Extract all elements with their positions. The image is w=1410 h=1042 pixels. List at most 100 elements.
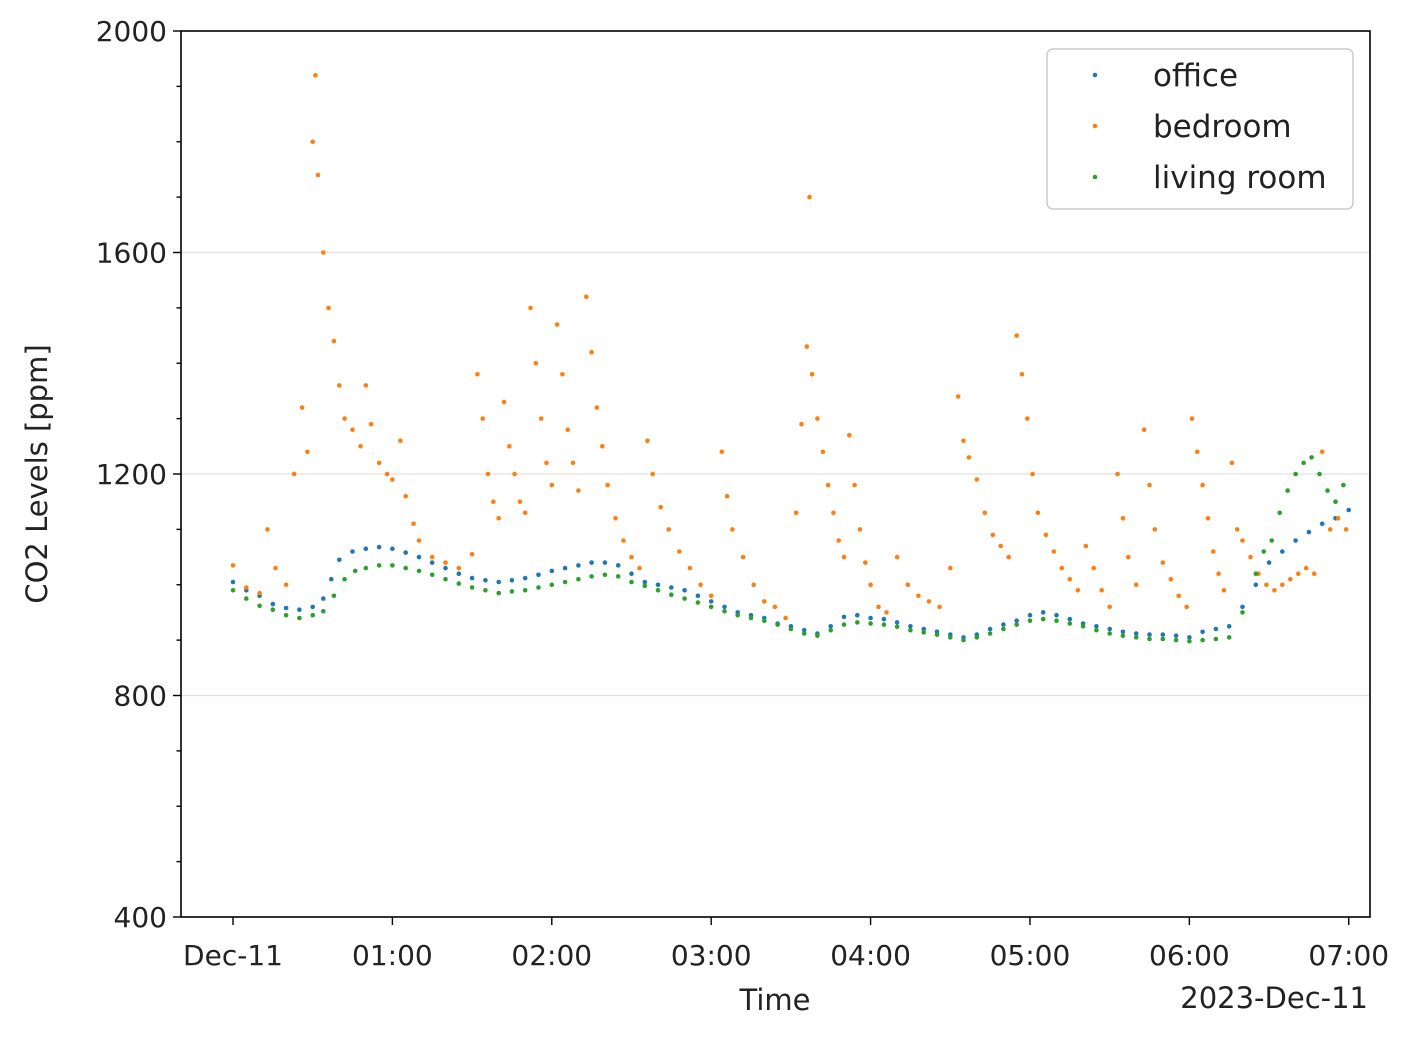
living-room-point bbox=[283, 612, 289, 618]
bedroom-point bbox=[687, 565, 693, 571]
living-room-point bbox=[1014, 622, 1019, 627]
bedroom-point bbox=[1343, 527, 1349, 532]
bedroom-point bbox=[315, 172, 321, 178]
bedroom-point bbox=[331, 338, 337, 344]
bedroom-point bbox=[570, 460, 576, 466]
y-tick-label-1200: 1200 bbox=[96, 458, 167, 491]
bedroom-point bbox=[1303, 565, 1309, 571]
office-point bbox=[1040, 610, 1046, 615]
bedroom-point bbox=[793, 510, 799, 516]
office-point bbox=[669, 585, 674, 590]
living-room-point bbox=[469, 585, 475, 590]
office-point bbox=[987, 626, 993, 632]
x-tick-label-04:00: 04:00 bbox=[830, 939, 911, 972]
scatter-points bbox=[230, 73, 1351, 644]
living-room-point bbox=[682, 596, 687, 601]
living-room-point bbox=[987, 631, 993, 636]
living-room-point bbox=[1133, 635, 1139, 640]
bedroom-point bbox=[708, 593, 714, 599]
bedroom-point bbox=[857, 527, 863, 532]
bedroom-point bbox=[291, 471, 297, 477]
living-room-point bbox=[1333, 499, 1338, 505]
bedroom-point bbox=[517, 499, 523, 505]
office-point bbox=[549, 568, 555, 574]
living-room-point bbox=[483, 588, 488, 593]
office-point bbox=[1187, 635, 1192, 640]
bedroom-point bbox=[1043, 532, 1049, 538]
bedroom-point bbox=[1211, 549, 1216, 554]
x-axis-ticks: Dec-11 01:00 02:00 03:00 04:00 05:00 06:00 07:0… bbox=[183, 917, 1389, 972]
bedroom-point bbox=[650, 471, 655, 477]
bedroom-point bbox=[961, 438, 966, 444]
living-room-point bbox=[342, 576, 347, 582]
bedroom-point bbox=[376, 460, 382, 466]
bedroom-point bbox=[852, 482, 857, 488]
living-room-point bbox=[1200, 637, 1205, 643]
living-room-point bbox=[748, 615, 754, 621]
office-point bbox=[576, 563, 581, 568]
bedroom-point bbox=[1288, 576, 1293, 582]
office-point bbox=[321, 596, 326, 601]
bedroom-point bbox=[905, 582, 911, 588]
office-point bbox=[443, 565, 448, 571]
series-office bbox=[230, 507, 1351, 640]
bedroom-point bbox=[491, 499, 496, 505]
legend-marker-bedroom bbox=[1092, 123, 1098, 129]
living-room-point bbox=[230, 588, 236, 593]
bedroom-point bbox=[990, 532, 996, 538]
bedroom-point bbox=[998, 543, 1003, 549]
bedroom-point bbox=[1176, 593, 1181, 599]
series-bedroom bbox=[230, 73, 1349, 621]
living-room-point bbox=[1187, 638, 1192, 644]
bedroom-point bbox=[613, 516, 618, 521]
living-room-point bbox=[815, 633, 820, 638]
living-room-point bbox=[509, 589, 515, 594]
office-point bbox=[1014, 618, 1019, 623]
bedroom-point bbox=[1195, 449, 1200, 455]
bedroom-point bbox=[1099, 588, 1104, 593]
bedroom-point bbox=[1067, 576, 1073, 582]
office-point bbox=[1067, 616, 1073, 622]
office-point bbox=[283, 605, 289, 611]
bedroom-point bbox=[1006, 554, 1011, 560]
bedroom-point bbox=[876, 604, 881, 610]
bedroom-point bbox=[549, 482, 555, 488]
office-point bbox=[894, 620, 900, 625]
bedroom-point bbox=[966, 455, 972, 460]
bedroom-point bbox=[350, 427, 355, 433]
bedroom-point bbox=[1075, 588, 1081, 593]
bedroom-point bbox=[533, 361, 539, 366]
bedroom-point bbox=[1126, 554, 1131, 560]
living-room-point bbox=[1325, 488, 1330, 493]
bedroom-point bbox=[751, 582, 756, 588]
bedroom-point bbox=[1152, 527, 1158, 532]
office-point bbox=[363, 546, 369, 552]
living-room-point bbox=[1253, 571, 1259, 576]
bedroom-point bbox=[313, 73, 318, 78]
living-room-point bbox=[868, 621, 873, 626]
living-room-point bbox=[496, 590, 502, 596]
office-point bbox=[310, 604, 316, 610]
bedroom-point bbox=[1115, 471, 1120, 477]
living-room-point bbox=[522, 588, 528, 593]
bedroom-point bbox=[772, 604, 778, 610]
bedroom-point bbox=[403, 493, 409, 499]
horizontal-gridlines bbox=[181, 251, 1370, 697]
bedroom-point bbox=[719, 449, 725, 455]
bedroom-point bbox=[605, 482, 610, 488]
bedroom-point bbox=[666, 527, 671, 532]
office-point bbox=[695, 593, 701, 599]
bedroom-point bbox=[1160, 560, 1166, 565]
living-room-point bbox=[1107, 631, 1112, 636]
living-room-point bbox=[1173, 637, 1179, 643]
office-point bbox=[642, 579, 648, 585]
x-tick-label-05:00: 05:00 bbox=[990, 939, 1071, 972]
living-room-point bbox=[1277, 510, 1282, 516]
bedroom-point bbox=[884, 610, 889, 615]
bedroom-point bbox=[230, 563, 236, 568]
living-room-point bbox=[1309, 455, 1314, 460]
office-point bbox=[1147, 632, 1152, 637]
office-point bbox=[350, 549, 355, 554]
living-room-point bbox=[536, 585, 541, 590]
bedroom-point bbox=[804, 344, 810, 349]
